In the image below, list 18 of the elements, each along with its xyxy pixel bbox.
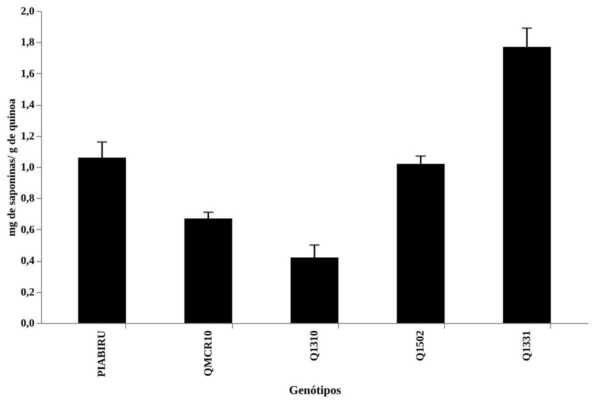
y-tick-label: 1,8 [20,36,35,49]
y-tick-label: 0,2 [20,286,35,298]
y-tick-label: 0,6 [20,224,35,236]
y-tick-label: 2,0 [20,6,35,18]
x-tick-label: Q1310 [308,330,320,362]
y-tick-label: 0,0 [20,318,35,330]
y-tick-label: 1,0 [20,162,35,174]
x-tick-label: PIABIRU [96,330,108,377]
y-tick-label: 0,8 [20,192,35,205]
x-axis-title: Genótipos [288,382,342,397]
x-tick-label: Q1331 [520,330,533,362]
y-tick-label: 1,4 [20,99,35,112]
x-tick-label: Q1502 [414,330,427,362]
y-tick-label: 0,4 [20,255,35,268]
y-tick-label: 1,2 [20,130,35,142]
x-tick-label: QMCR10 [202,330,214,376]
y-tick-label: 1,6 [20,68,35,80]
y-axis-title: mg de saponinas/ g de quinoa [6,98,18,236]
